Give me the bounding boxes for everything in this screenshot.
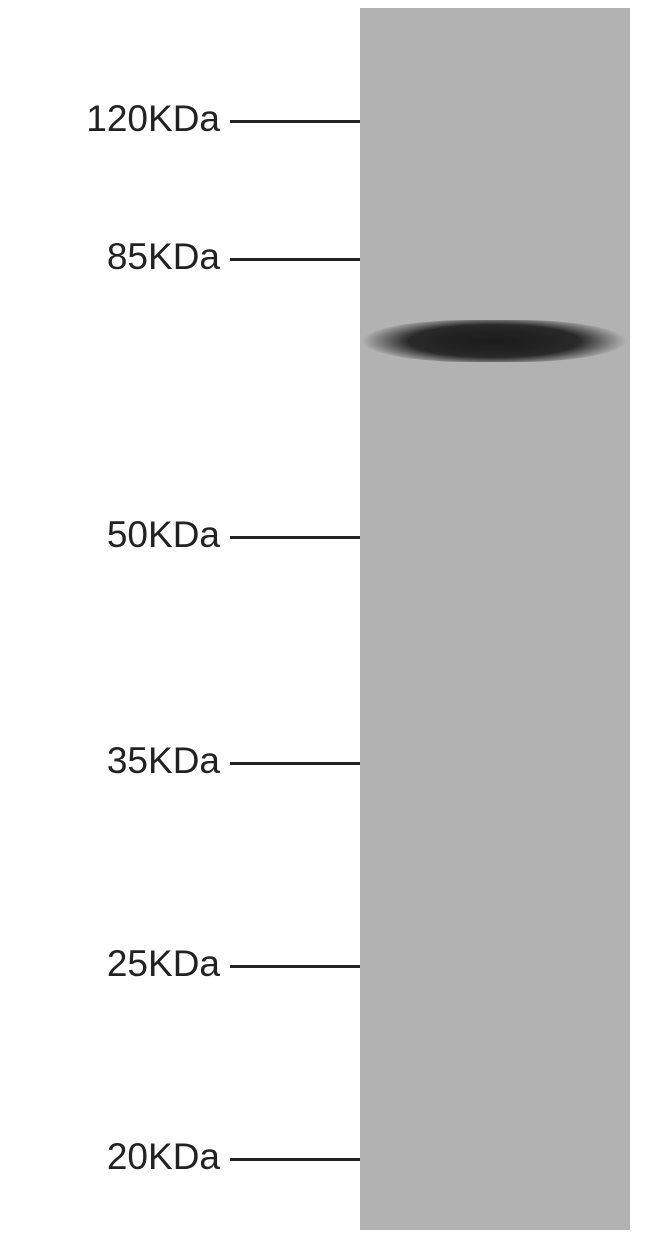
marker-label-3: 35KDa [0, 740, 220, 782]
marker-tick-3 [230, 762, 360, 765]
marker-tick-4 [230, 965, 360, 968]
marker-tick-2 [230, 536, 360, 539]
marker-tick-5 [230, 1158, 360, 1161]
marker-tick-1 [230, 258, 360, 261]
marker-tick-0 [230, 120, 360, 123]
marker-label-2: 50KDa [0, 514, 220, 556]
western-blot-figure: 120KDa 85KDa 50KDa 35KDa 25KDa 20KDa [0, 0, 650, 1247]
marker-label-1: 85KDa [0, 236, 220, 278]
marker-label-4: 25KDa [0, 943, 220, 985]
blot-lane [360, 8, 630, 1230]
marker-label-5: 20KDa [0, 1136, 220, 1178]
marker-label-0: 120KDa [0, 98, 220, 140]
band-0 [362, 320, 626, 362]
